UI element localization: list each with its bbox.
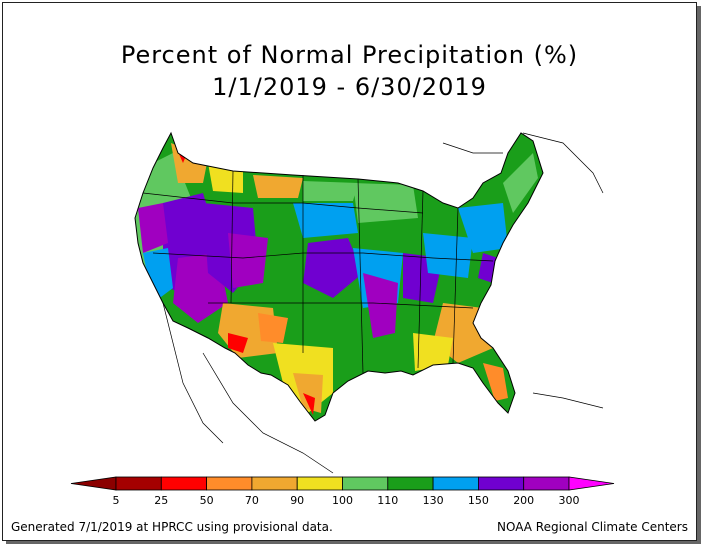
legend-tick-label: 100 [332, 494, 353, 507]
legend-tick-label: 90 [290, 494, 304, 507]
footer-generated: Generated 7/1/2019 at HPRCC using provis… [11, 520, 333, 534]
legend-tick-label: 25 [154, 494, 168, 507]
legend-arrow-low [70, 476, 117, 491]
legend-swatch [432, 476, 479, 491]
legend-swatch [251, 476, 298, 491]
legend-swatch [296, 476, 343, 491]
frame-shadow-bottom [6, 541, 701, 544]
map-frame: Percent of Normal Precipitation (%) 1/1/… [2, 2, 697, 541]
legend-swatch [477, 476, 525, 491]
map-title: Percent of Normal Precipitation (%) [120, 41, 579, 69]
legend-tick-label: 110 [377, 494, 398, 507]
map-subtitle: 1/1/2019 - 6/30/2019 [212, 73, 487, 101]
neighbor-outlines [162, 132, 604, 474]
legend-swatch [523, 476, 570, 491]
legend-tick-label: 50 [200, 494, 214, 507]
legend-tick-label: 200 [513, 494, 534, 507]
footer-credit: NOAA Regional Climate Centers [497, 520, 688, 534]
legend-tick-label: 130 [423, 494, 444, 507]
legend-swatch [160, 476, 208, 491]
us-outline [134, 131, 544, 422]
legend-swatch [387, 476, 434, 491]
precipitation-map [134, 131, 604, 474]
state-boundaries [142, 170, 494, 374]
legend-swatch [206, 476, 253, 491]
frame-shadow-right [697, 6, 701, 542]
legend-swatch [115, 476, 162, 491]
legend-tick-label: 70 [245, 494, 259, 507]
legend-tick-label: 150 [468, 494, 489, 507]
legend-swatch [342, 476, 389, 491]
legend-tick-label: 300 [559, 494, 580, 507]
legend-tick-label: 5 [113, 494, 120, 507]
legend: 5 25 50 70 90 100 110 130 150 200 300 [70, 476, 615, 507]
legend-arrow-high [568, 476, 615, 491]
